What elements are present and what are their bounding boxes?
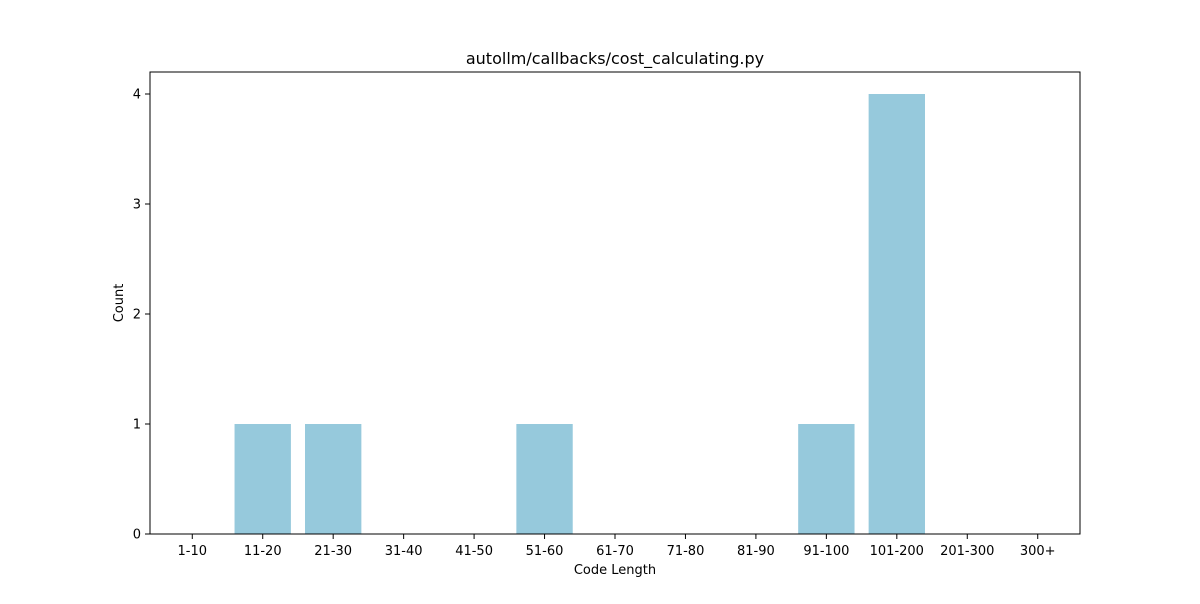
x-tick-label: 51-60 [526, 544, 564, 559]
y-tick-label: 3 [133, 198, 141, 213]
x-tick-label: 61-70 [596, 544, 634, 559]
x-tick-label: 81-90 [737, 544, 775, 559]
x-tick-label: 21-30 [314, 544, 352, 559]
y-axis-label: Count [112, 284, 127, 323]
y-axis-ticks: 0 1 2 3 4 [133, 88, 150, 543]
x-tick-label: 1-10 [178, 544, 208, 559]
x-tick-label: 31-40 [385, 544, 423, 559]
bar-51-60 [516, 424, 573, 534]
y-tick-label: 1 [133, 418, 141, 433]
x-tick-label: 91-100 [803, 544, 849, 559]
x-tick-label: 71-80 [667, 544, 705, 559]
bar-101-200 [868, 94, 925, 534]
y-tick-label: 0 [133, 528, 141, 543]
x-axis-label: Code Length [574, 563, 656, 578]
x-tick-label: 11-20 [244, 544, 282, 559]
x-tick-label: 101-200 [870, 544, 924, 559]
bar-11-20 [234, 424, 291, 534]
y-tick-label: 4 [133, 88, 141, 103]
x-tick-label: 300+ [1020, 544, 1056, 559]
x-tick-label: 41-50 [455, 544, 493, 559]
x-tick-label: 201-300 [940, 544, 994, 559]
y-tick-label: 2 [133, 308, 141, 323]
bar-91-100 [798, 424, 855, 534]
x-axis-ticks: 1-10 11-20 21-30 31-40 41-50 51-60 61-70 71-80 8… [178, 534, 1056, 559]
bars-group [234, 94, 925, 534]
chart-title: autollm/callbacks/cost_calculating.py [466, 49, 764, 69]
bar-21-30 [305, 424, 362, 534]
